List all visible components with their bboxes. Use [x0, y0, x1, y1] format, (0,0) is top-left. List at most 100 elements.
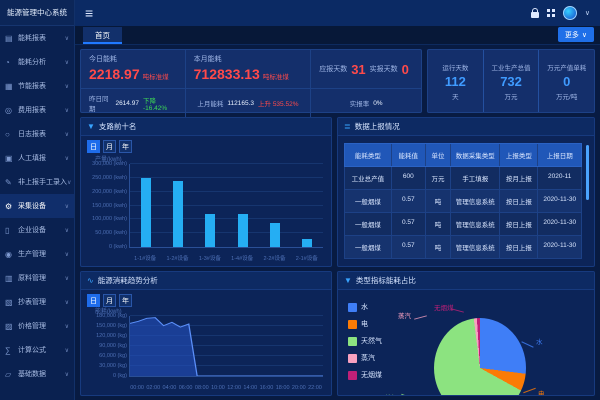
tab-home[interactable]: 首页: [83, 27, 122, 44]
chart-tab-年[interactable]: 年: [119, 140, 132, 153]
bar-2-2#设备[interactable]: [269, 222, 280, 247]
enterprise-device-icon: ▯: [5, 225, 10, 235]
gridline: [130, 190, 323, 192]
bar-slot: [194, 164, 226, 247]
sidebar-item-enterprise-device[interactable]: ▯ 企业设备 ∨: [0, 218, 74, 242]
legend-item-水[interactable]: 水: [348, 302, 382, 312]
table-header-cell: 单位: [426, 144, 452, 166]
chart-tab-日[interactable]: 日: [87, 294, 100, 307]
legend-label: 水: [361, 304, 368, 311]
sidebar-item-label: 能耗报表: [18, 35, 46, 42]
table-header-row: 能耗类型 能耗值 单位 数据采集类型 上报类型 上报日期: [344, 143, 582, 167]
legend-swatch: [348, 336, 357, 346]
data-table-panel: ≣ 数据上报情况 能耗类型 能耗值 单位 数据采集类型 上报类型 上报日期 工业总产值 600…: [337, 117, 595, 267]
x-tick-label: 1-1#设备: [134, 256, 157, 262]
lock-icon[interactable]: [531, 7, 540, 18]
nonreport-entry-icon: ✎: [5, 177, 12, 187]
legend-item-天然气[interactable]: 天然气: [348, 336, 382, 346]
metric: 万元产值单耗 0 万元/吨: [539, 50, 594, 112]
sidebar-item-cost-report[interactable]: ◎ 费用报表 ∨: [0, 98, 74, 122]
stat-unit: 吨标准煤: [142, 74, 169, 81]
stat-month-sub: 上月能耗 112165.3 上升 535.52%: [185, 88, 312, 117]
sidebar-item-base-data[interactable]: ▱ 基础数据 ∨: [0, 362, 74, 386]
chart-tab-年[interactable]: 年: [119, 294, 132, 307]
sidebar-item-energy-report[interactable]: ▤ 能耗报表 ∨: [0, 26, 74, 50]
user-avatar[interactable]: [562, 6, 577, 20]
chevron-down-icon: ∨: [67, 179, 72, 186]
table-cell: 按月上报: [500, 167, 539, 189]
legend-swatch: [348, 319, 357, 329]
sidebar-item-formula[interactable]: ∑ 计算公式 ∨: [0, 338, 74, 362]
sidebar-item-production-mgmt[interactable]: ◉ 生产管理 ∨: [0, 242, 74, 266]
cost-report-icon: ◎: [5, 105, 12, 115]
metric-label: 工业生产总值: [491, 64, 531, 72]
sidebar-item-manual-fill[interactable]: ▣ 人工填报 ∨: [0, 146, 74, 170]
formula-icon: ∑: [5, 345, 11, 355]
sidebar-item-collection-device[interactable]: ⚙ 采集设备 ∨: [0, 194, 74, 218]
legend-label: 蒸汽: [361, 355, 375, 362]
pie-slice-label-蒸汽: 蒸汽: [398, 313, 411, 320]
sidebar-item-meter-mgmt[interactable]: ▧ 抄表管理 ∨: [0, 290, 74, 314]
gridline: [130, 315, 323, 316]
more-button[interactable]: 更多 ∨: [557, 27, 594, 42]
pie-leader-line: [401, 393, 414, 395]
x-tick-label: 04:00: [162, 385, 177, 391]
bar-1-3#设备[interactable]: [205, 213, 216, 247]
table-row[interactable]: 一般烟煤 0.57 吨管理信息系统 按日上报 2020-11-30: [344, 190, 582, 213]
bar-1-2#设备[interactable]: [173, 181, 184, 247]
sidebar-item-price-mgmt[interactable]: ▨ 价格管理 ∨: [0, 314, 74, 338]
sub-value: 112165.3: [227, 99, 254, 107]
bar-slot: [291, 164, 323, 247]
gridline: [130, 325, 323, 326]
sidebar-item-label: 计算公式: [18, 347, 46, 354]
table-scrollbar[interactable]: [586, 145, 589, 200]
sidebar-item-label: 企业设备: [18, 227, 46, 234]
stat-today-sub: 昨日同期 2614.97 下降 -16.42%: [81, 88, 186, 117]
chevron-down-icon: ∨: [64, 251, 69, 258]
chart-tab-日[interactable]: 日: [87, 140, 100, 153]
table-row[interactable]: 工业总产值 600 万元 手工填报 按月上报 2020-11: [344, 167, 582, 190]
sidebar-item-saving-report[interactable]: ▦ 节能报表 ∨: [0, 74, 74, 98]
legend-item-电[interactable]: 电: [348, 319, 382, 329]
sidebar-item-energy-analysis[interactable]: ◔ 能耗分析 ∨: [0, 50, 74, 74]
chevron-down-icon: ∨: [64, 371, 69, 378]
table-row[interactable]: 一般烟煤 0.57 吨管理信息系统 按日上报 2020-11-30: [344, 236, 582, 259]
chart-tab-月[interactable]: 月: [103, 140, 116, 153]
chevron-down-icon[interactable]: ∨: [584, 10, 590, 17]
apps-grid-icon[interactable]: [547, 9, 555, 17]
table-cell: 2020-11-30: [543, 242, 577, 249]
y-tick-label: 0 (kg): [112, 373, 127, 379]
sidebar-item-material-mgmt[interactable]: ▥ 原料管理 ∨: [0, 266, 74, 290]
chevron-down-icon: ∨: [64, 155, 69, 162]
bar-1-4#设备[interactable]: [237, 214, 248, 247]
bar-1-1#设备[interactable]: [141, 177, 152, 247]
table-cell: 2020-11-30: [543, 196, 577, 203]
x-tick-label: 14:00: [243, 385, 258, 391]
menu-toggle-icon[interactable]: ≡: [85, 5, 94, 21]
energy-stats-card: 今日能耗 2218.97 吨标准煤 本月能耗 712833.13 吨标准煤 应报天数…: [80, 49, 423, 117]
pie-slice-label-水: 水: [536, 339, 543, 346]
line-chart-tabs: 日月年: [81, 290, 331, 307]
gridline: [130, 335, 323, 337]
log-report-icon: ○: [5, 129, 10, 139]
content: 今日能耗 2218.97 吨标准煤 本月能耗 712833.13 吨标准煤 应报天数…: [75, 45, 600, 400]
bar-2-1#设备[interactable]: [301, 238, 312, 247]
metric-unit: 万元: [504, 93, 518, 101]
manual-fill-icon: ▣: [5, 153, 13, 163]
chevron-down-icon: ∨: [64, 347, 69, 354]
y-tick-label: 180,000 (kg): [96, 313, 127, 319]
sidebar-item-label: 节能报表: [18, 83, 46, 90]
legend-item-无烟煤[interactable]: 无烟煤: [348, 370, 382, 380]
sidebar-item-nonreport-entry[interactable]: ✎ 非上报手工录入 ∨: [0, 170, 74, 194]
legend-item-蒸汽[interactable]: 蒸汽: [348, 353, 382, 363]
x-tick-label: 16:00: [259, 385, 274, 391]
table-row[interactable]: 一般烟煤 0.57 吨管理信息系统 按日上报 2020-11-30: [344, 213, 582, 236]
chart-tab-月[interactable]: 月: [103, 294, 116, 307]
y-tick-label: 90,000 (kg): [99, 343, 127, 349]
sidebar-item-log-report[interactable]: ○ 日志报表 ∨: [0, 122, 74, 146]
bar-plot-area: 0 (kwh) 50,000 (kwh) 100,000 (kwh) 150,000 …: [92, 161, 323, 250]
gridline: [130, 218, 323, 220]
table-cell: 2020-11: [548, 173, 572, 180]
x-tick-label: 22:00: [308, 385, 322, 391]
